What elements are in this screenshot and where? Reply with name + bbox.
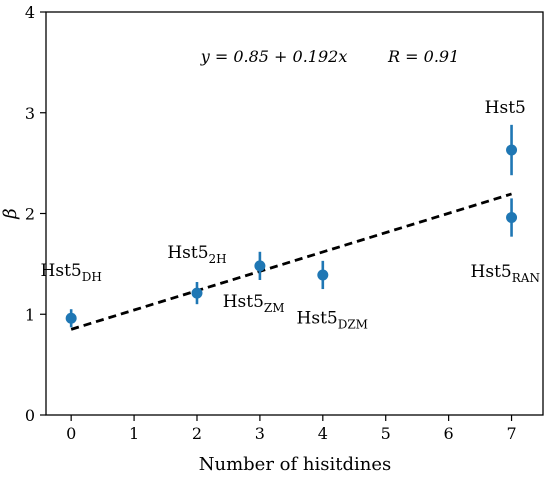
point-label-subscript: RAN [512, 271, 540, 285]
fit-annotation: y = 0.85 + 0.192x R = 0.91 [200, 47, 460, 66]
fit-line [70, 192, 512, 331]
x-tick-label: 6 [444, 424, 454, 443]
point-label: Hst5RAN [471, 262, 540, 285]
data-point [317, 269, 329, 281]
point-label-base: Hst5 [297, 308, 338, 328]
point-label-base: Hst5 [471, 262, 512, 282]
point-label-subscript: ZM [264, 301, 285, 315]
data-point [506, 212, 518, 224]
x-tick-label: 4 [318, 424, 328, 443]
data-point [191, 287, 203, 299]
point-label-subscript: 2H [209, 252, 227, 266]
data-points [65, 124, 518, 328]
data-point [506, 144, 518, 156]
data-point [65, 312, 77, 324]
point-label: Hst5ZM [223, 292, 285, 315]
point-label: Hst52H [167, 243, 226, 266]
point-label-base: Hst5 [485, 98, 526, 118]
point-label: Hst5DZM [297, 308, 368, 331]
point-label: Hst5 [485, 98, 526, 118]
point-label-subscript: DH [82, 270, 102, 284]
y-tick-label: 3 [25, 104, 35, 123]
plot-frame [45, 11, 544, 416]
y-tick-label: 1 [25, 305, 35, 324]
point-label-subscript: DZM [338, 317, 368, 331]
x-axis-label: Number of hisitdines [199, 454, 391, 475]
y-axis-label: β [0, 208, 21, 219]
point-label-base: Hst5 [41, 261, 82, 281]
data-point [254, 260, 266, 272]
point-label-base: Hst5 [223, 292, 264, 312]
x-tick-label: 3 [255, 424, 265, 443]
y-tick-label: 4 [25, 3, 35, 22]
y-tick-label: 0 [25, 406, 35, 425]
point-label-base: Hst5 [167, 243, 208, 263]
axis-ticks: 0 1 2 3 4 5 6 7 0 1 2 3 4 [25, 3, 517, 443]
x-tick-label: 0 [66, 424, 76, 443]
point-label: Hst5DH [41, 261, 102, 284]
x-tick-label: 2 [192, 424, 202, 443]
y-tick-label: 2 [25, 205, 35, 224]
x-tick-label: 5 [381, 424, 391, 443]
x-tick-label: 1 [129, 424, 139, 443]
x-tick-label: 7 [506, 424, 516, 443]
